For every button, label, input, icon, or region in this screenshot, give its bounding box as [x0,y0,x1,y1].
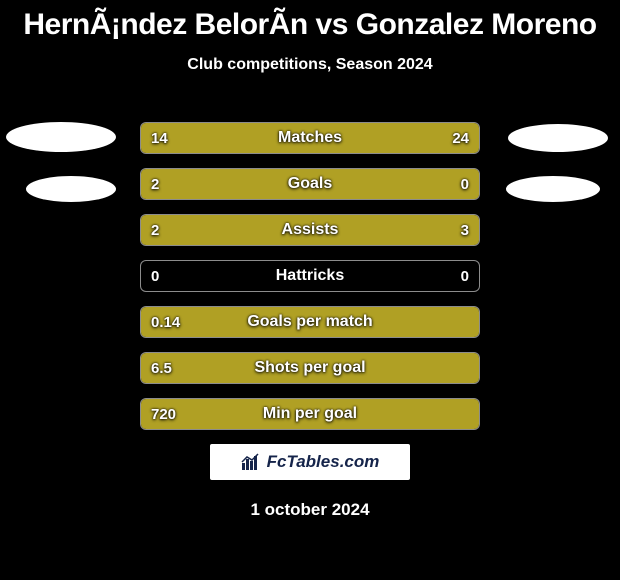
player-photo-right-2 [506,176,600,202]
stat-value-left: 0 [151,261,159,291]
watermark-text: FcTables.com [267,452,380,472]
stat-value-right: 0 [461,261,469,291]
stat-row: 0.14Goals per match [140,306,480,338]
stat-row: 2Assists3 [140,214,480,246]
watermark-icon [241,453,261,471]
stat-row: 720Min per goal [140,398,480,430]
stat-fill-right [266,123,479,153]
stat-fill-left [141,353,479,383]
stat-fill-left [141,307,479,337]
stat-row: 2Goals0 [140,168,480,200]
stat-fill-left [141,399,479,429]
stats-rows: 14Matches24 2Goals0 2Assists3 0Hattricks0 0.… [140,122,480,444]
player-photo-left-1 [6,122,116,152]
stat-fill-right [428,169,479,199]
stat-row: 14Matches24 [140,122,480,154]
date-text: 1 october 2024 [0,500,620,520]
stat-fill-left [141,123,266,153]
page-subtitle: Club competitions, Season 2024 [0,56,620,74]
stat-row: 6.5Shots per goal [140,352,480,384]
stat-label: Hattricks [141,261,479,291]
page-title: HernÃ¡ndez BelorÃ­n vs Gonzalez Moreno [0,0,620,42]
stat-fill-right [276,215,479,245]
player-photo-right-1 [508,124,608,152]
player-photo-left-2 [26,176,116,202]
watermark: FcTables.com [210,444,410,480]
stat-fill-left [141,215,276,245]
stat-row: 0Hattricks0 [140,260,480,292]
